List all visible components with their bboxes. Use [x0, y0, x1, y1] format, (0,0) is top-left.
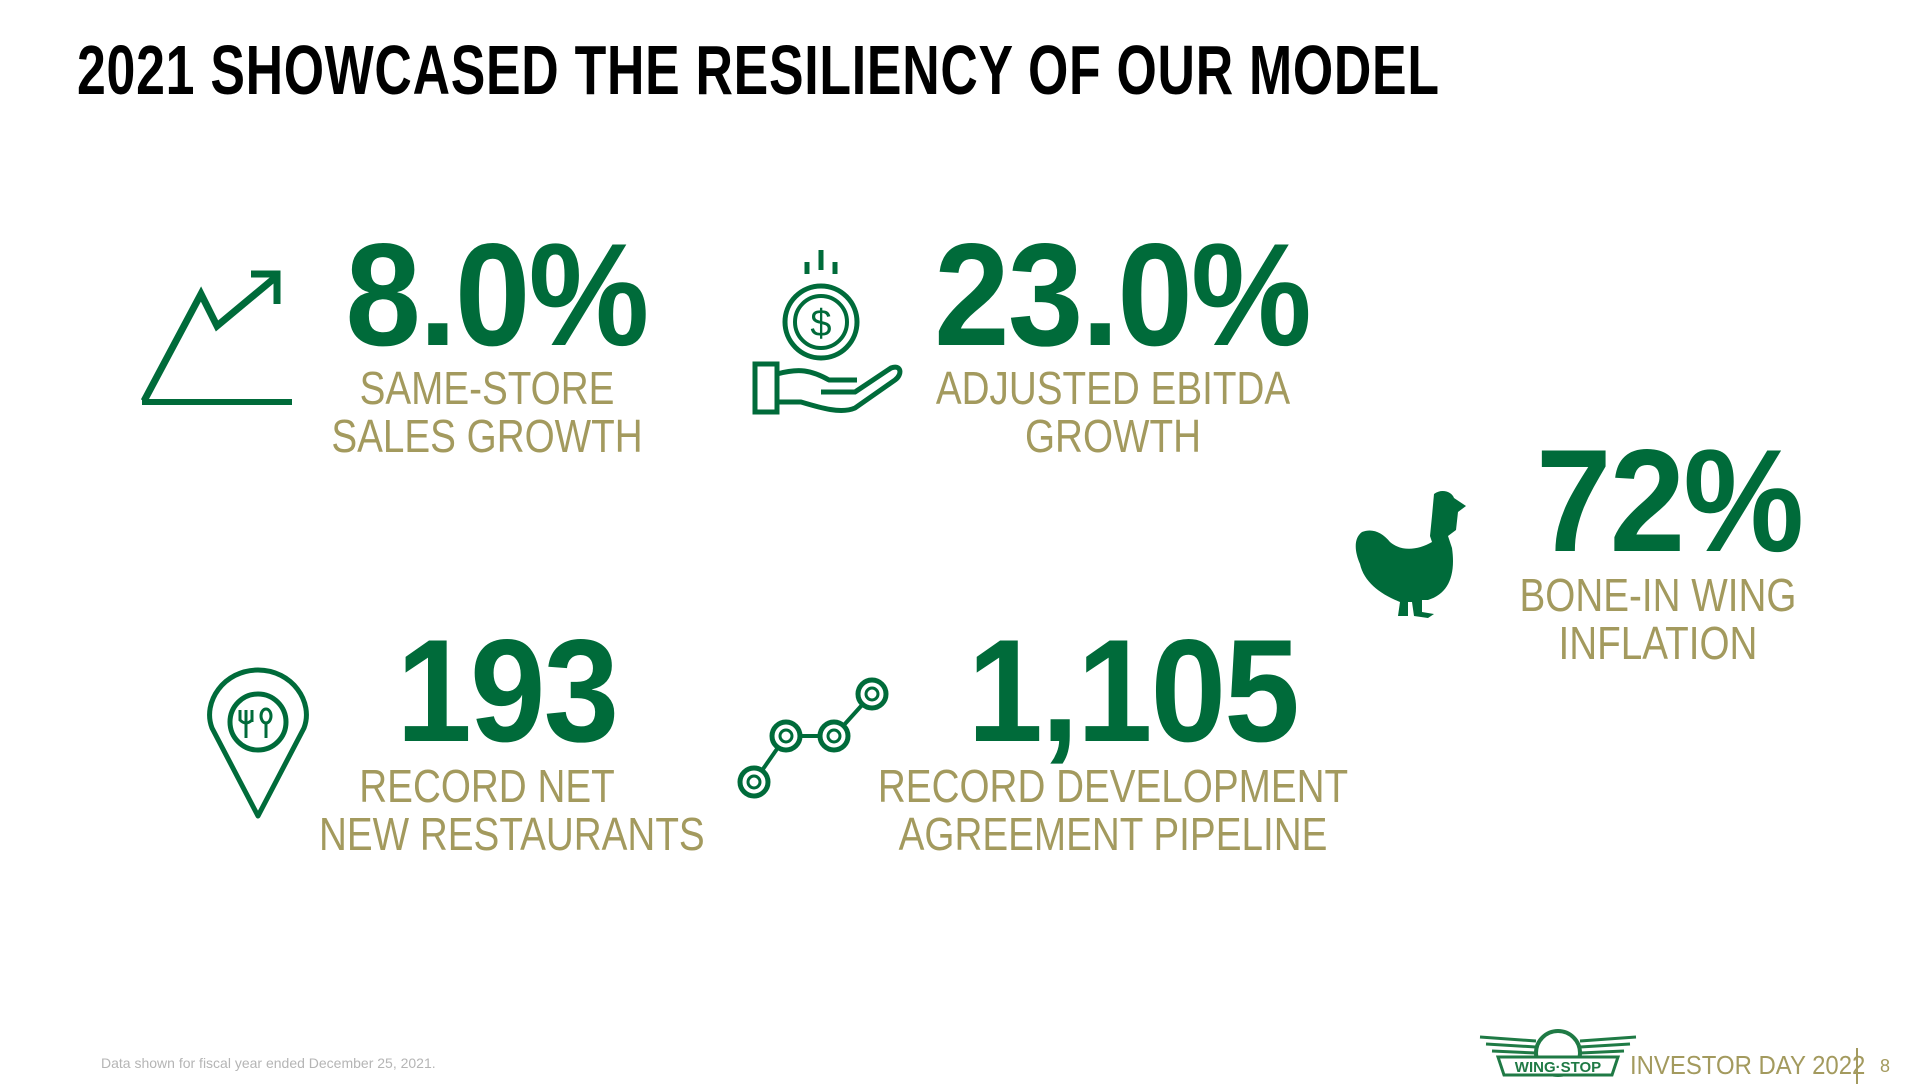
- stat-value-adjusted-ebitda: 23.0%: [934, 213, 1312, 376]
- page-number: 8: [1880, 1056, 1891, 1076]
- stat-value-net-new-restaurants: 193: [396, 609, 619, 772]
- label-line: SAME-STORE: [359, 362, 615, 414]
- stat-label-development-pipeline: RECORD DEVELOPMENT AGREEMENT PIPELINE: [861, 762, 1365, 858]
- label-line: AGREEMENT PIPELINE: [898, 808, 1328, 860]
- svg-text:WING·STOP: WING·STOP: [1515, 1059, 1601, 1076]
- stat-label-net-new-restaurants: RECORD NET NEW RESTAURANTS: [319, 760, 705, 860]
- stat-value-development-pipeline: 1,105: [967, 609, 1299, 772]
- label-line: RECORD DEVELOPMENT: [877, 760, 1349, 812]
- chicken-icon: [1355, 491, 1466, 618]
- page-title: 2021 SHOWCASED THE RESILIENCY OF OUR MOD…: [77, 31, 1440, 109]
- footnote: Data shown for fiscal year ended Decembe…: [101, 1055, 436, 1071]
- event-name: INVESTOR DAY 2022: [1630, 1050, 1866, 1080]
- svg-text:$: $: [810, 303, 831, 345]
- stat-value-bone-in-wing: 72%: [1536, 419, 1804, 582]
- stat-value-same-store-sales: 8.0%: [345, 213, 649, 376]
- label-line: RECORD NET: [359, 760, 615, 812]
- wingstop-logo: WING·STOP: [1479, 1029, 1637, 1077]
- restaurant-location-pin-icon: [207, 667, 309, 819]
- footer-divider: [1856, 1048, 1858, 1084]
- trending-up-chart-icon: [140, 270, 292, 405]
- stat-label-adjusted-ebitda: ADJUSTED EBITDA GROWTH: [903, 364, 1323, 460]
- label-line: INFLATION: [1558, 617, 1758, 669]
- stat-label-same-store-sales: SAME-STORE SALES GROWTH: [319, 364, 655, 460]
- label-line: BONE-IN WING: [1519, 569, 1797, 621]
- label-line: ADJUSTED EBITDA: [935, 362, 1291, 414]
- stat-label-bone-in-wing: BONE-IN WING INFLATION: [1490, 571, 1826, 667]
- label-line: GROWTH: [1024, 410, 1201, 462]
- label-line: SALES GROWTH: [331, 410, 643, 462]
- connected-nodes-pipeline-icon: [737, 677, 889, 799]
- hand-holding-dollar-coin-icon: $: [752, 250, 903, 415]
- label-line: NEW RESTAURANTS: [319, 808, 705, 860]
